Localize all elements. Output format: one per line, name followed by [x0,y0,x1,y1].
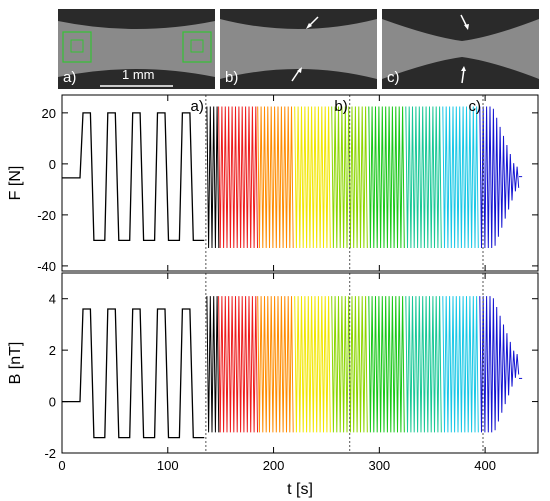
micrograph-panel-a: a) 1 mm [58,9,215,89]
cycle-segment-8 [479,296,520,433]
xtick-label-3: 300 [368,458,390,473]
cycle-segment-7 [442,296,479,433]
ytick-label-2: 2 [49,343,56,358]
ytick-label-1: 0 [49,395,56,410]
micrograph-c-label: c) [387,69,400,86]
micrograph-b-image [220,9,377,89]
xtick-label-2: 200 [263,458,285,473]
ylabel-0: F [N] [7,166,24,201]
ytick-label-3: 20 [42,106,56,121]
micrograph-panel-b: b) [220,9,377,89]
cycle-segment-6 [405,296,442,433]
initial-cycles-line [62,112,205,242]
cycle-segment-7 [442,106,479,249]
marker-label-1: b) [334,98,347,115]
cycle-segment-1 [218,296,258,433]
marker-label-2: c) [468,98,481,115]
plot-frame-1 [61,272,539,454]
cycle-segment-8 [479,106,520,249]
xlabel: t [s] [287,481,313,498]
micrograph-a-label: a) [63,69,77,86]
plot-frame-0 [61,94,539,272]
ytick-label-0: -40 [37,259,56,274]
initial-cycles-line [62,308,205,439]
micrograph-b-label: b) [225,69,239,86]
cycle-segment-5 [368,296,405,433]
ylabel-1: B [nT] [7,342,24,385]
arrow-icon [461,68,465,84]
micrograph-panel-c: c) [382,9,539,89]
cycle-segment-6 [405,106,442,249]
ytick-label-3: 4 [49,292,56,307]
cycle-segment-1 [218,106,258,249]
micrograph-c-image [382,9,539,89]
cycle-segment-2 [257,296,294,433]
cycle-segment-0 [206,106,220,249]
ytick-label-0: -2 [44,446,56,461]
cycle-segment-0 [206,296,220,433]
cycle-segment-3 [294,296,331,433]
ytick-label-2: 0 [49,157,56,172]
xtick-label-4: 400 [474,458,496,473]
xtick-label-1: 100 [157,458,179,473]
cycle-segment-5 [368,106,405,249]
ytick-label-1: -20 [37,208,56,223]
scalebar-label: 1 mm [122,67,155,82]
xtick-label-0: 0 [58,458,65,473]
cycle-segment-2 [257,106,294,249]
micrograph-a-image [58,9,215,89]
cycle-segment-3 [294,106,331,249]
marker-label-0: a) [191,98,204,115]
cycle-segment-4 [331,296,368,433]
cycle-segment-4 [331,106,368,249]
